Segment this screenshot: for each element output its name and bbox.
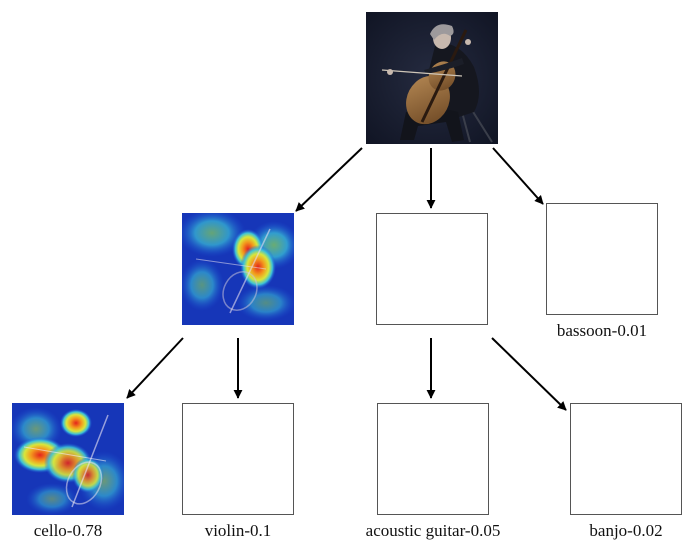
arrow-cello-branch-to-cello: [126, 337, 184, 399]
label-acoustic-guitar: acoustic guitar-0.05: [365, 521, 501, 540]
arrow-root-to-bassoon: [492, 147, 544, 205]
empty-node-guitar-branch: [376, 213, 488, 325]
empty-node-violin: [182, 403, 294, 515]
label-bassoon: bassoon-0.01: [556, 321, 648, 340]
empty-node-acoustic-guitar: [377, 403, 489, 515]
empty-node-banjo: [570, 403, 682, 515]
label-cello: cello-0.78: [33, 521, 103, 540]
arrow-root-to-cello-branch: [295, 147, 363, 212]
heatmap-cello: [10, 403, 130, 515]
arrow-guitar-branch-to-banjo: [491, 337, 567, 411]
label-violin: violin-0.1: [204, 521, 272, 540]
root-cellist-photo: [366, 12, 498, 144]
empty-node-bassoon: [546, 203, 658, 315]
label-banjo: banjo-0.02: [589, 521, 663, 540]
heatmap-cello-branch: [178, 209, 300, 325]
